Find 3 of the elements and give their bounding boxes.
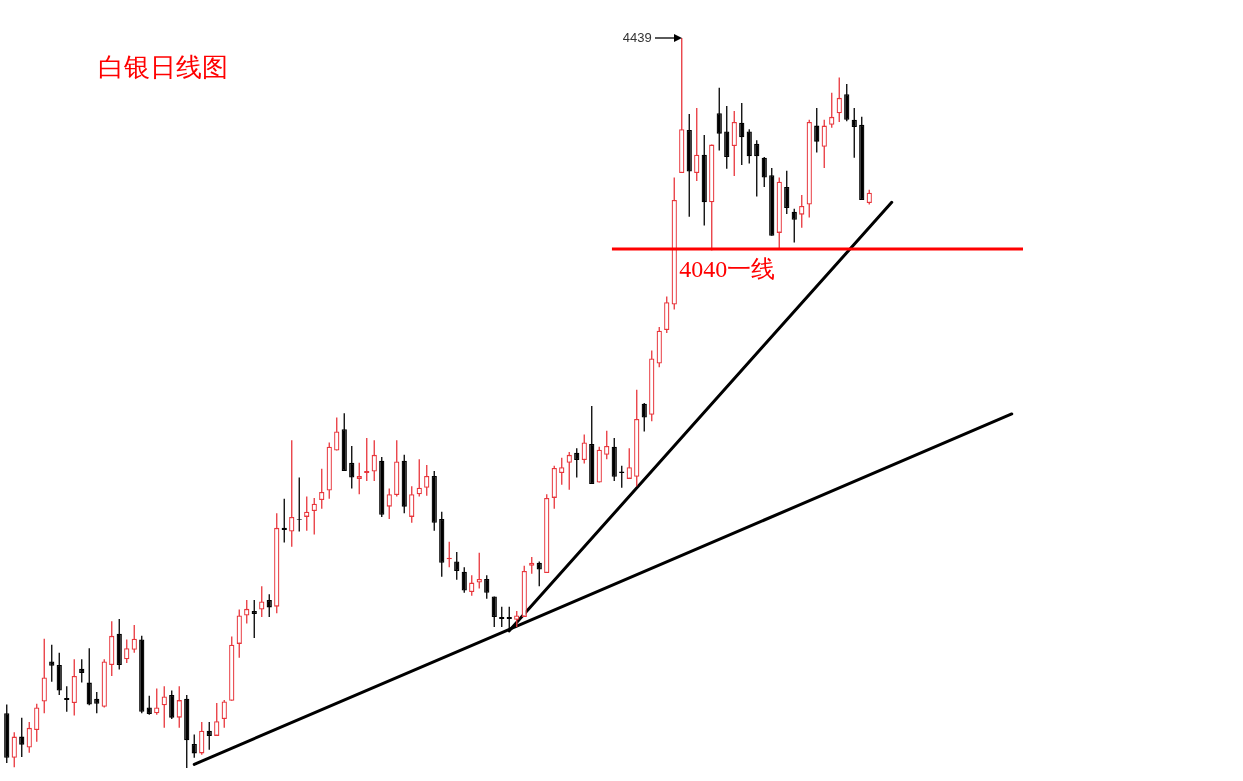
ref-line-label: 4040一线 (679, 256, 776, 283)
annotation: 4439 (622, 30, 652, 45)
text: 白银日线图 (98, 52, 228, 84)
